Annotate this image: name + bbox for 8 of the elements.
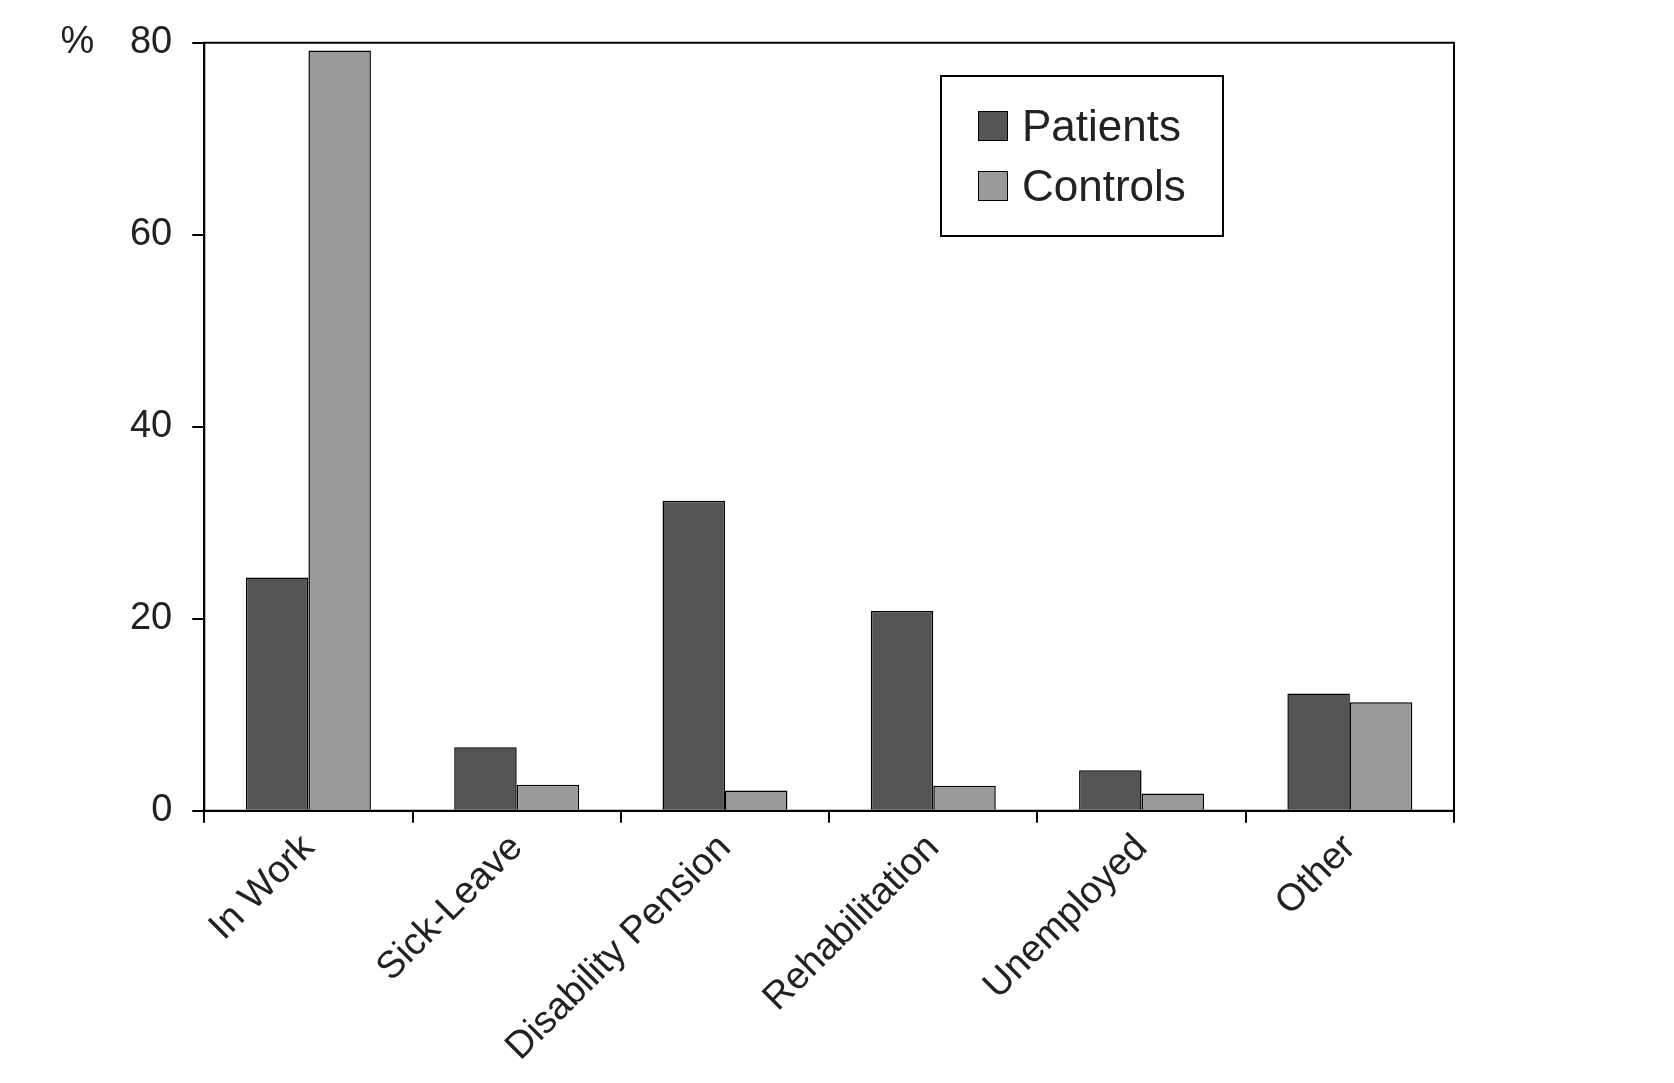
y-tick-label: 80 bbox=[129, 19, 173, 62]
legend-label: Controls bbox=[1022, 160, 1186, 211]
y-axis-title: % bbox=[60, 19, 95, 62]
y-tick-label: 40 bbox=[129, 403, 173, 446]
legend-label: Patients bbox=[1022, 100, 1181, 151]
y-tick-label: 20 bbox=[129, 595, 173, 638]
y-tick-label: 60 bbox=[129, 211, 173, 254]
y-tick-label: 0 bbox=[151, 787, 173, 830]
